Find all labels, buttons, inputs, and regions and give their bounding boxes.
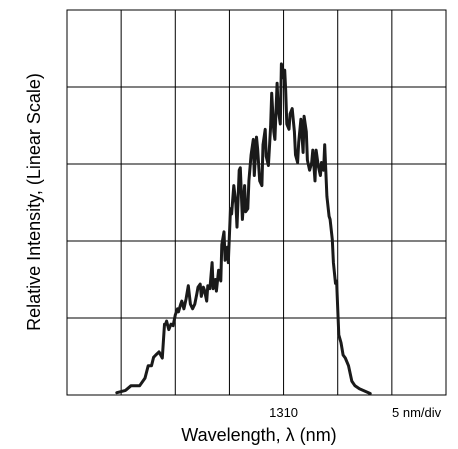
scale-label: 5 nm/div <box>392 405 442 420</box>
spectrum-series-line <box>115 62 372 395</box>
x-tick-label: 1310 <box>269 405 298 420</box>
x-tick-labels: 1310 <box>269 405 298 420</box>
y-axis-label: Relative Intensity, (Linear Scale) <box>24 73 44 331</box>
grid-layer <box>67 10 446 395</box>
x-axis-label: Wavelength, λ (nm) <box>181 425 336 445</box>
plot-frame <box>66 9 447 396</box>
